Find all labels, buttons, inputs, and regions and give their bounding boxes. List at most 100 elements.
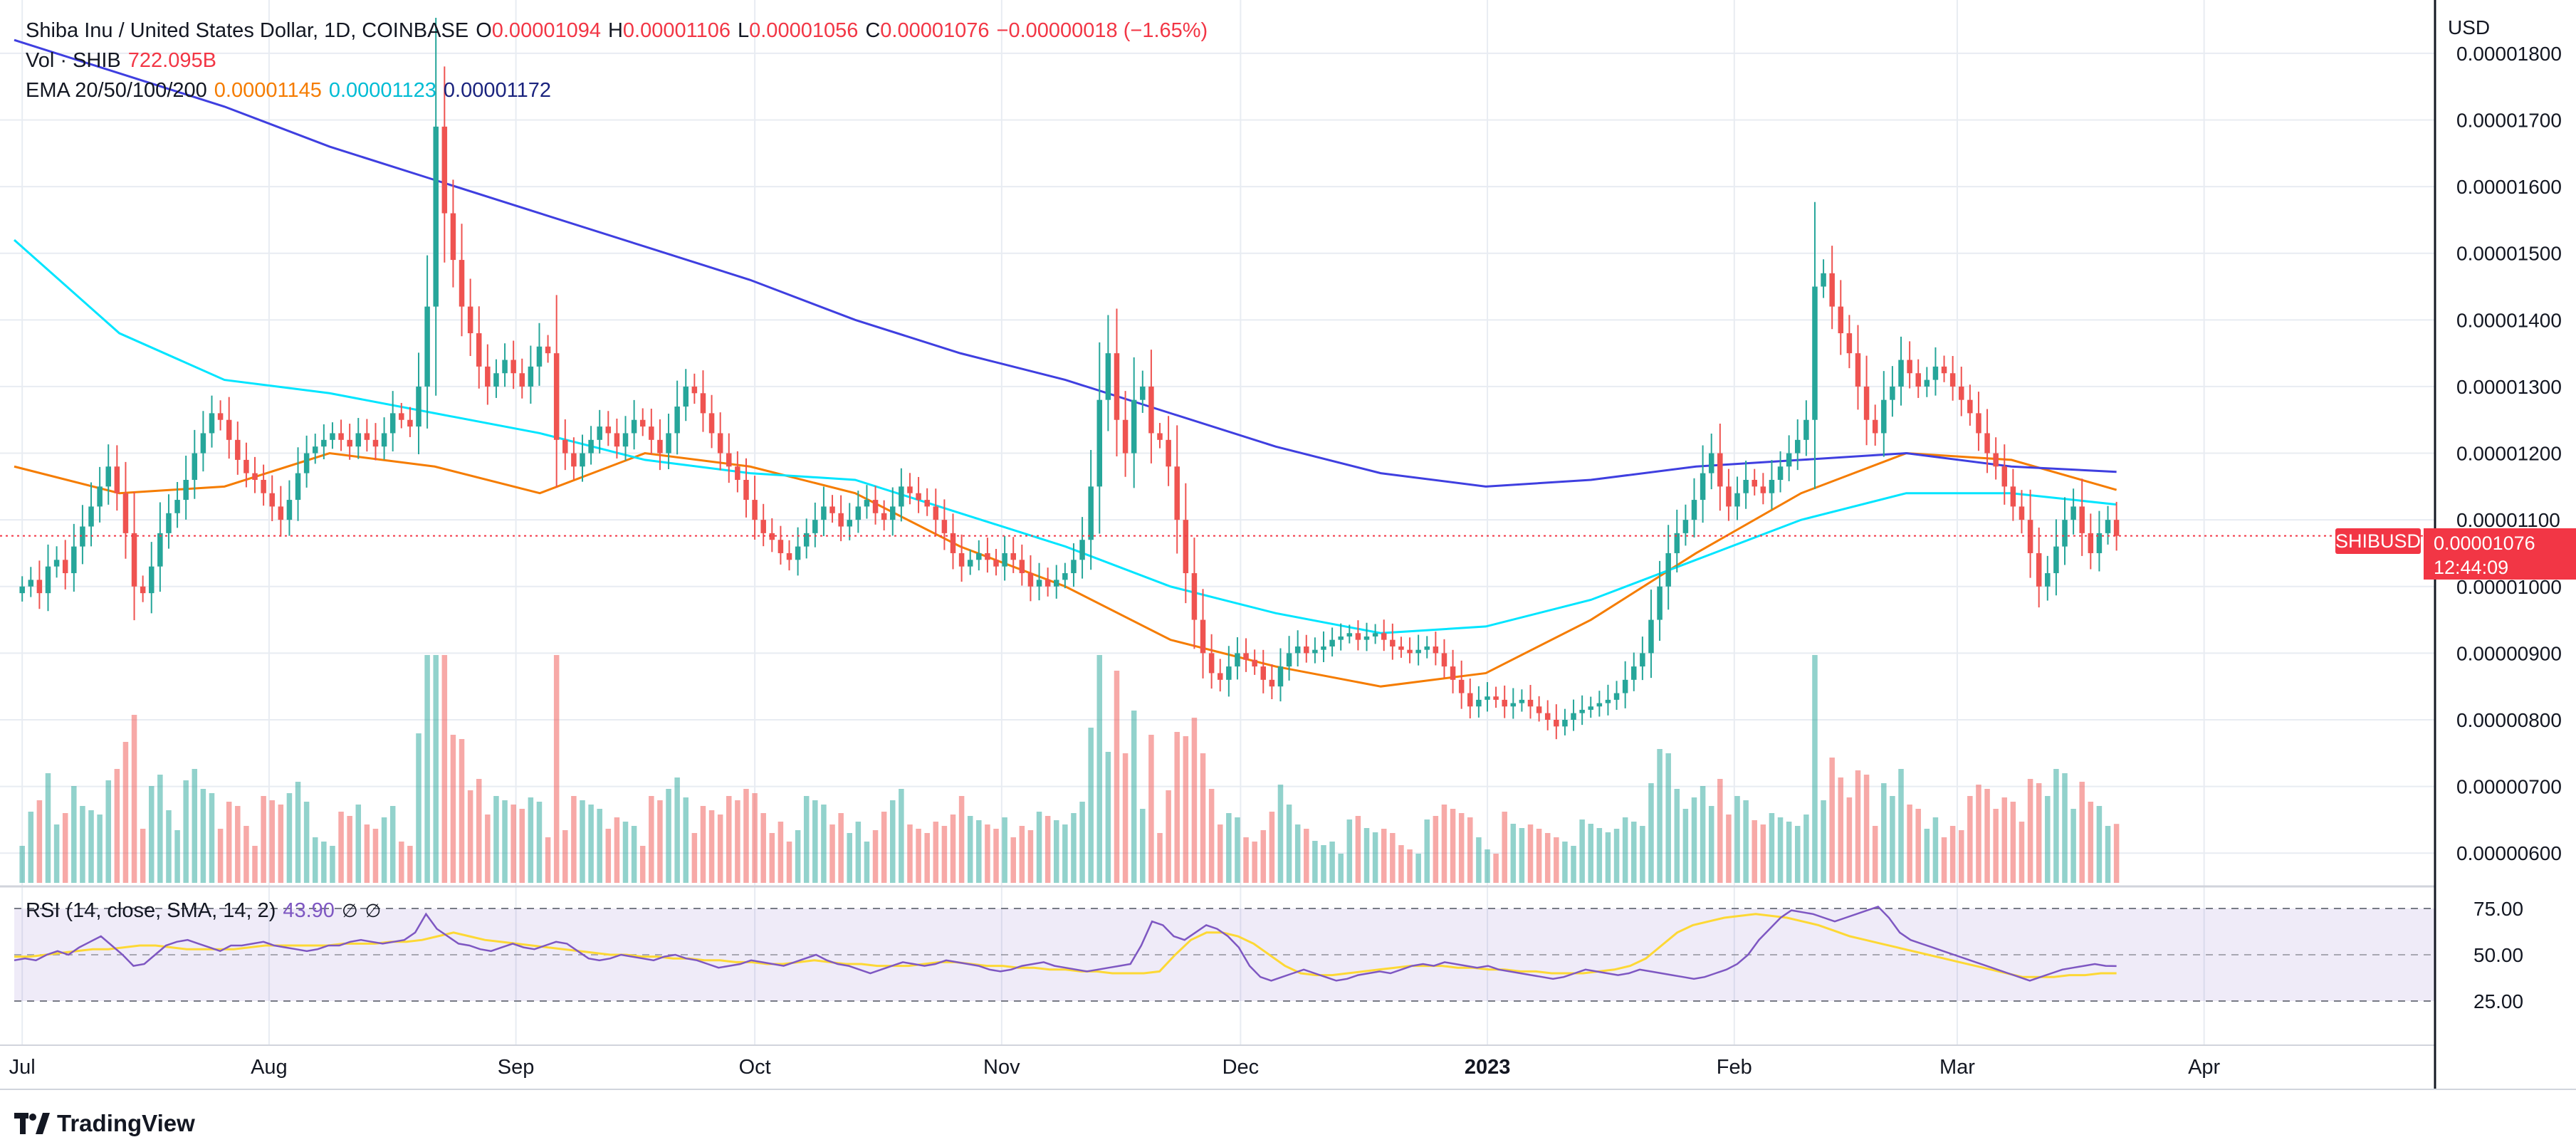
hide-icon-2[interactable]: ∅ xyxy=(365,900,382,921)
candle-body xyxy=(36,580,43,594)
volume-bar xyxy=(1407,849,1413,883)
candle-body xyxy=(1450,666,1456,680)
close-value: 0.00001076 xyxy=(880,19,990,42)
volume-bar xyxy=(950,815,956,883)
candle-body xyxy=(71,546,77,574)
volume-bar xyxy=(683,797,689,883)
candle-body xyxy=(286,500,293,520)
candle-body xyxy=(1777,466,1784,480)
candle-body xyxy=(244,459,249,473)
volume-bar xyxy=(424,655,430,883)
candle-body xyxy=(1838,306,1844,334)
volume-bar xyxy=(303,802,310,883)
tradingview-brand[interactable]: TradingView xyxy=(14,1107,195,1140)
candle-body xyxy=(1544,713,1551,720)
candle-body xyxy=(639,419,646,427)
volume-bar xyxy=(519,809,525,883)
volume-label[interactable]: Vol · SHIB xyxy=(26,49,121,72)
candle-body xyxy=(1657,586,1663,620)
volume-bar xyxy=(36,800,43,883)
volume-bar xyxy=(1519,828,1525,883)
candle-body xyxy=(1769,479,1775,493)
volume-bar xyxy=(1140,809,1146,883)
ema-label[interactable]: EMA 20/50/100/200 xyxy=(26,79,207,102)
volume-bar xyxy=(372,829,379,883)
volume-bar xyxy=(1304,829,1309,883)
volume-bar xyxy=(708,810,715,883)
volume-bar xyxy=(1984,789,1990,883)
rsi-label[interactable]: RSI (14, close, SMA, 14, 2) xyxy=(26,899,276,922)
candle-body xyxy=(2088,533,2094,553)
rsi-legend: RSI (14, close, SMA, 14, 2) 43.90 ∅ ∅ xyxy=(26,899,388,923)
time-tick-label: Aug xyxy=(251,1056,288,1079)
candle-body xyxy=(493,373,499,387)
high-label: H xyxy=(607,19,623,42)
candle-body xyxy=(1708,453,1714,473)
symbol-price-tag: SHIBUSD xyxy=(2335,528,2421,554)
volume-bar xyxy=(1355,816,1361,883)
volume-bar xyxy=(1622,817,1628,883)
candle-body xyxy=(2113,520,2120,536)
rsi-plot xyxy=(14,905,2117,982)
candle-body xyxy=(1269,679,1275,687)
volume-bar xyxy=(312,837,318,883)
candle-body xyxy=(1467,693,1473,707)
candle-body xyxy=(1596,703,1603,707)
candle-body xyxy=(416,386,422,427)
volume-bar xyxy=(114,769,120,883)
candle-body xyxy=(683,386,689,407)
volume-bar xyxy=(355,805,362,883)
volume-bar xyxy=(1536,829,1542,883)
candle-body xyxy=(45,566,51,594)
candle-body xyxy=(1803,419,1809,440)
volume-bar xyxy=(1700,786,1706,883)
volume-bar xyxy=(105,780,111,883)
volume-bar xyxy=(536,802,543,883)
candle-body xyxy=(1372,633,1378,637)
volume-bar xyxy=(493,796,499,883)
candle-body xyxy=(1200,619,1206,654)
volume-bar xyxy=(1958,830,1964,883)
candle-body xyxy=(631,419,637,434)
volume-bar xyxy=(1613,829,1620,883)
volume-bar xyxy=(1786,822,1792,883)
candle-body xyxy=(1415,649,1421,654)
candle-body xyxy=(1260,666,1267,680)
candle-body xyxy=(157,533,163,567)
volume-bar xyxy=(743,789,749,883)
candle-body xyxy=(1398,646,1404,650)
price-axis-unit: USD xyxy=(2448,16,2490,38)
volume-bar xyxy=(1294,824,1301,883)
price-tick-label: 0.00001500 xyxy=(2456,243,2562,265)
volume-bar xyxy=(441,655,448,883)
hide-icon[interactable]: ∅ xyxy=(341,900,358,921)
volume-bar xyxy=(1579,819,1585,883)
candle-body xyxy=(881,513,887,520)
candle-body xyxy=(1183,520,1189,574)
volume-bar xyxy=(1088,728,1094,883)
price-tick-label: 0.00000800 xyxy=(2456,709,2562,731)
candle-body xyxy=(1949,373,1956,387)
candle-body xyxy=(1846,333,1853,354)
symbol-title[interactable]: Shiba Inu / United States Dollar, 1D, CO… xyxy=(26,19,469,42)
volume-bar xyxy=(157,775,163,883)
candle-body xyxy=(597,426,602,440)
volume-bar xyxy=(890,800,896,883)
volume-bar xyxy=(1079,802,1085,883)
candle-body xyxy=(1252,659,1257,667)
price-axis[interactable]: 0.00001800 0.00001700 0.00001600 0.00001500… xyxy=(2456,43,2562,864)
candle-body xyxy=(1993,453,1999,467)
volume-bar xyxy=(1838,777,1844,883)
volume-bar xyxy=(1691,797,1697,883)
candle-body xyxy=(252,473,258,480)
candle-body xyxy=(62,560,68,574)
time-axis[interactable]: Jul Aug Sep Oct Nov Dec 2023 Feb Mar Apr xyxy=(9,1056,2221,1079)
candle-body xyxy=(1088,486,1094,540)
volume-bar xyxy=(838,813,844,883)
volume-bar xyxy=(657,800,663,883)
candle-body xyxy=(209,413,215,434)
volume-bar xyxy=(829,824,835,883)
candle-body xyxy=(1605,699,1611,703)
candle-body xyxy=(649,426,654,440)
